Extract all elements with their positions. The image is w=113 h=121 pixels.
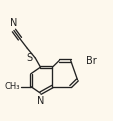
Text: CH₃: CH₃ bbox=[4, 82, 20, 91]
Text: N: N bbox=[36, 96, 44, 106]
Text: S: S bbox=[26, 53, 32, 63]
Text: N: N bbox=[10, 18, 17, 28]
Text: Br: Br bbox=[86, 56, 96, 65]
